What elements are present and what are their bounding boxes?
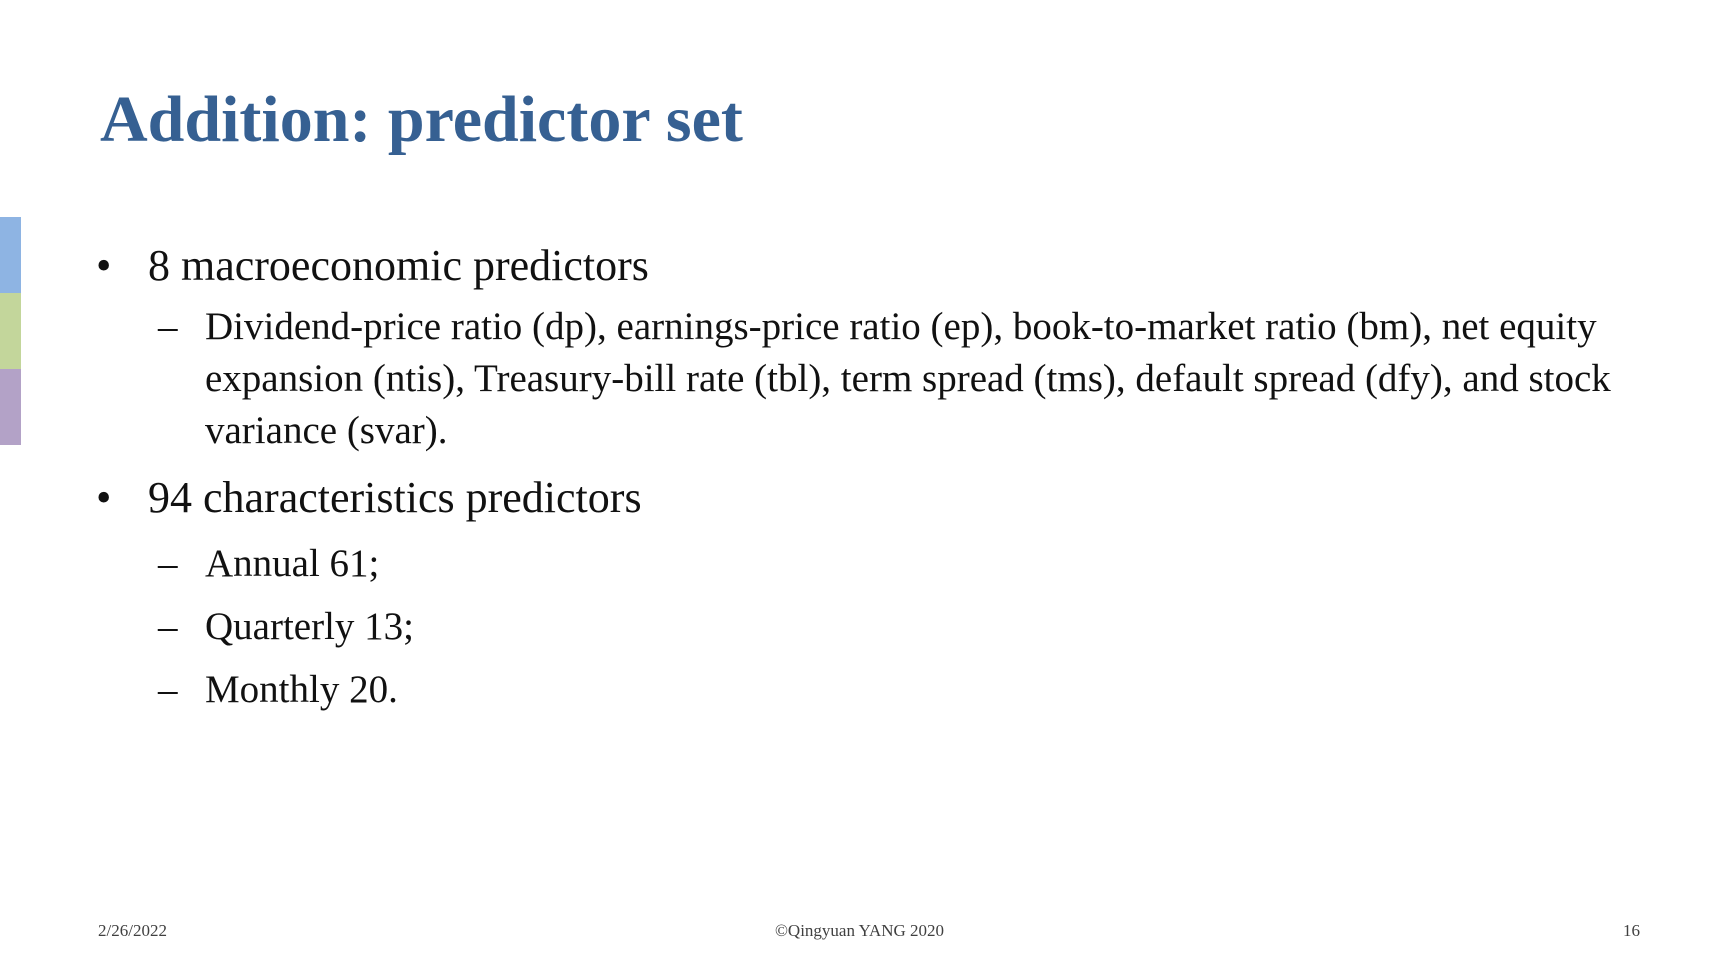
footer-copyright: ©Qingyuan YANG 2020 xyxy=(775,921,945,940)
sub-bullet-quarterly: – Quarterly 13; xyxy=(96,597,1656,657)
bullet-marker: • xyxy=(96,241,112,290)
sub-bullet-text: Monthly 20. xyxy=(205,668,398,711)
bullet-marker: • xyxy=(96,473,112,522)
slide-title: Addition: predictor set xyxy=(100,83,743,156)
bullet-text: 94 characteristics predictors xyxy=(148,473,642,522)
bullet-text: 8 macroeconomic predictors xyxy=(148,241,649,290)
sub-bullet-text: Quarterly 13; xyxy=(205,605,415,648)
dash-marker: – xyxy=(158,305,178,348)
dash-marker: – xyxy=(158,605,178,648)
sub-bullet-macro-list: – Dividend-price ratio (dp), earnings-pr… xyxy=(96,301,1636,457)
sub-bullet-text: Annual 61; xyxy=(205,542,380,585)
sub-bullet-monthly: – Monthly 20. xyxy=(96,660,1656,720)
footer-date: 2/26/2022 xyxy=(98,921,167,940)
slide-body: • 8 macroeconomic predictors – Dividend-… xyxy=(96,233,1656,720)
dash-marker: – xyxy=(158,542,178,585)
dash-marker: – xyxy=(158,668,178,711)
sub-bullet-text: Dividend-price ratio (dp), earnings-pric… xyxy=(205,305,1611,452)
accent-bar-blue xyxy=(0,217,21,293)
accent-bar-green xyxy=(0,293,21,369)
sub-bullet-annual: – Annual 61; xyxy=(96,534,1656,594)
footer-page-number: 16 xyxy=(1623,921,1640,940)
bullet-item-characteristics: • 94 characteristics predictors xyxy=(96,465,1656,531)
bullet-item-macro: • 8 macroeconomic predictors xyxy=(96,233,1656,299)
accent-bar-purple xyxy=(0,369,21,445)
